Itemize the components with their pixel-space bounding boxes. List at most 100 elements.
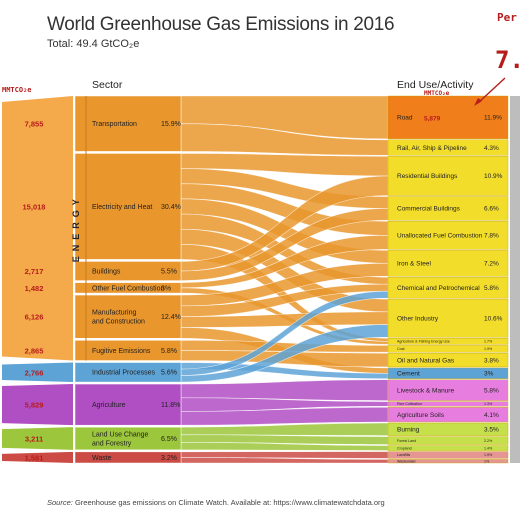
- source-text: Greenhouse gas emissions on Climate Watc…: [74, 498, 385, 507]
- sector-label-industrial-processes: Industrial Processes: [92, 370, 156, 377]
- enduse-label-cement: Cement: [397, 371, 420, 378]
- sector-header: Sector: [92, 79, 123, 91]
- enduse-share-landfills: 1.9%: [484, 453, 493, 457]
- unit-label-left: MMTCO₂e: [2, 86, 32, 94]
- enduse-label-burning: Burning: [397, 427, 420, 434]
- enduse-label-forest-land: Forest Land: [397, 439, 416, 443]
- sector-share-waste: 3.2%: [161, 455, 177, 462]
- energy-left-block: [2, 96, 73, 361]
- sector-mmt-land-use-change-and-forestry: 3,211: [25, 435, 43, 444]
- chart-subtitle: Total: 49.4 GtCO₂e: [47, 38, 140, 50]
- enduse-label-agriculture-fishing-energy-use: Agriculture & Fishing Energy Use: [397, 340, 450, 344]
- sector-bar-buildings: [74, 261, 182, 281]
- enduse-bar-forest-land: [387, 436, 509, 445]
- sector-share-transportation: 15.9%: [161, 121, 181, 128]
- sector-share-fugitive-emissions: 5.8%: [161, 348, 177, 355]
- sector-bar-fugitive-emissions: [74, 340, 182, 361]
- enduse-share-burning: 3.5%: [484, 427, 499, 434]
- annotation-layer: ENERGY 7,855 15,018 2,717 1,482 6,126 2,865 2,7…: [23, 77, 506, 462]
- enduse-label-chemical-and-petrochemical: Chemical and Petrochemical: [397, 285, 480, 292]
- right-edge-strip: [510, 96, 520, 463]
- enduse-bar-agriculture-fishing-energy-use: [387, 338, 509, 345]
- enduse-bar-cement: [387, 367, 509, 379]
- flow-agriculture-to-livestock-manure: [180, 379, 389, 401]
- sector-mmt-electricity-and-heat: 15,018: [23, 202, 46, 211]
- enduse-share-agriculture-fishing-energy-use: 1.7%: [484, 340, 493, 344]
- enduse-bar-livestock-manure: [387, 379, 509, 401]
- sector-mmt-agriculture: 5,829: [25, 401, 44, 410]
- left-block-waste: [2, 451, 73, 463]
- enduse-bar-commercial-buildings: [387, 196, 509, 221]
- enduse-share-cropland: 1.4%: [484, 446, 493, 450]
- enduse-bar-coal: [387, 345, 509, 353]
- sector-mmt-industrial-processes: 2,766: [25, 368, 44, 377]
- sector-bar-electricity-and-heat: [74, 153, 182, 260]
- enduse-label-oil-and-natural-gas: Oil and Natural Gas: [397, 357, 455, 364]
- sector-mmt-buildings: 2,717: [25, 267, 44, 276]
- enduse-bar-cropland: [387, 445, 509, 451]
- sector-layer: Transportation 15.9% Electricity and Heat 3…: [2, 95, 182, 464]
- corner-label: Per: [497, 11, 517, 24]
- sector-label-land-use-change-and-forestry: and Forestry: [92, 440, 132, 447]
- sector-mmt-fugitive-emissions: 2,865: [25, 346, 44, 355]
- enduse-label-commercial-buildings: Commercial Buildings: [397, 206, 461, 213]
- enduse-bar-road: [387, 95, 509, 140]
- enduse-share-unallocated-fuel-combustion: 7.8%: [484, 233, 499, 240]
- sector-label-waste: Waste: [92, 455, 112, 462]
- enduse-bar-iron-steel: [387, 250, 509, 277]
- enduse-share-rice-cultivation: 1.3%: [484, 402, 493, 406]
- enduse-share-coal: 1.9%: [484, 347, 493, 351]
- enduse-share-agriculture-soils: 4.1%: [484, 412, 499, 419]
- enduse-bar-other-industry: [387, 298, 509, 338]
- enduse-mmt-road: 5,879: [424, 115, 441, 122]
- sector-share-electricity-and-heat: 30.4%: [161, 204, 181, 211]
- sector-label-land-use-change-and-forestry: Land Use Change: [92, 431, 149, 438]
- enduse-share-residential-buildings: 10.9%: [484, 173, 503, 180]
- sector-bar-land-use-change-and-forestry: [74, 426, 182, 451]
- enduse-bar-oil-and-natural-gas: [387, 353, 509, 368]
- sector-label-manufacturing-and-construction: and Construction: [92, 319, 145, 326]
- sector-bar-agriculture: [74, 383, 182, 426]
- left-block-land-use-change-and-forestry: [2, 427, 73, 450]
- sector-label-other-fuel-combustion: Other Fuel Combustion: [92, 285, 164, 292]
- sector-label-fugitive-emissions: Fugitive Emissions: [92, 348, 151, 355]
- sector-mmt-waste: 1,581: [25, 453, 44, 462]
- enduse-header: End Use/Activity: [397, 79, 474, 91]
- enduse-label-road: Road: [397, 115, 413, 122]
- enduse-label-unallocated-fuel-combustion: Unallocated Fuel Combustion: [397, 233, 483, 240]
- enduse-label-rail-air-ship-pipeline: Rail, Air, Ship & Pipeline: [397, 145, 467, 152]
- enduse-label-residential-buildings: Residential Buildings: [397, 173, 458, 180]
- sector-mmt-other-fuel-combustion: 1,482: [25, 284, 44, 293]
- sector-share-land-use-change-and-forestry: 6.5%: [161, 436, 177, 443]
- enduse-share-forest-land: 2.2%: [484, 439, 493, 443]
- enduse-label-landfills: Landfills: [397, 453, 410, 457]
- enduse-bar-residential-buildings: [387, 156, 509, 196]
- sector-label-electricity-and-heat: Electricity and Heat: [92, 204, 152, 211]
- sector-share-buildings: 5.5%: [161, 268, 177, 275]
- enduse-label-livestock-manure: Livestock & Manure: [397, 387, 454, 394]
- enduse-label-agriculture-soils: Agriculture Soils: [397, 412, 445, 419]
- enduse-bar-rice-cultivation: [387, 401, 509, 407]
- enduse-bar-wastewater: [387, 459, 509, 464]
- enduse-share-commercial-buildings: 6.6%: [484, 206, 499, 213]
- enduse-share-rail-air-ship-pipeline: 4.3%: [484, 145, 499, 152]
- enduse-layer: Road 11.9% Rail, Air, Ship & Pipeline 4.3% R…: [387, 95, 520, 464]
- corner-value: 7.: [495, 46, 520, 74]
- enduse-share-oil-and-natural-gas: 3.8%: [484, 357, 499, 364]
- unit-label-right: MMTCO₂e: [424, 90, 450, 97]
- enduse-share-cement: 3%: [484, 371, 494, 378]
- sector-mmt-transportation: 7,855: [25, 120, 44, 129]
- enduse-label-wastewater: Wastewater: [397, 459, 417, 463]
- chart-title: World Greenhouse Gas Emissions in 2016: [47, 14, 395, 35]
- enduse-bar-chemical-and-petrochemical: [387, 277, 509, 299]
- annotation-arrow-head: [474, 98, 482, 106]
- enduse-label-rice-cultivation: Rice Cultivation: [397, 402, 422, 406]
- annotation-arrow-line: [477, 77, 506, 104]
- sector-bar-transportation: [74, 95, 182, 152]
- sector-bar-industrial-processes: [74, 362, 182, 383]
- enduse-share-iron-steel: 7.2%: [484, 261, 499, 268]
- source-note: Source: Greenhouse gas emissions on Clim…: [47, 498, 385, 507]
- enduse-share-road: 11.9%: [484, 115, 502, 122]
- enduse-label-cropland: Cropland: [397, 446, 412, 450]
- enduse-bar-landfills: [387, 451, 509, 459]
